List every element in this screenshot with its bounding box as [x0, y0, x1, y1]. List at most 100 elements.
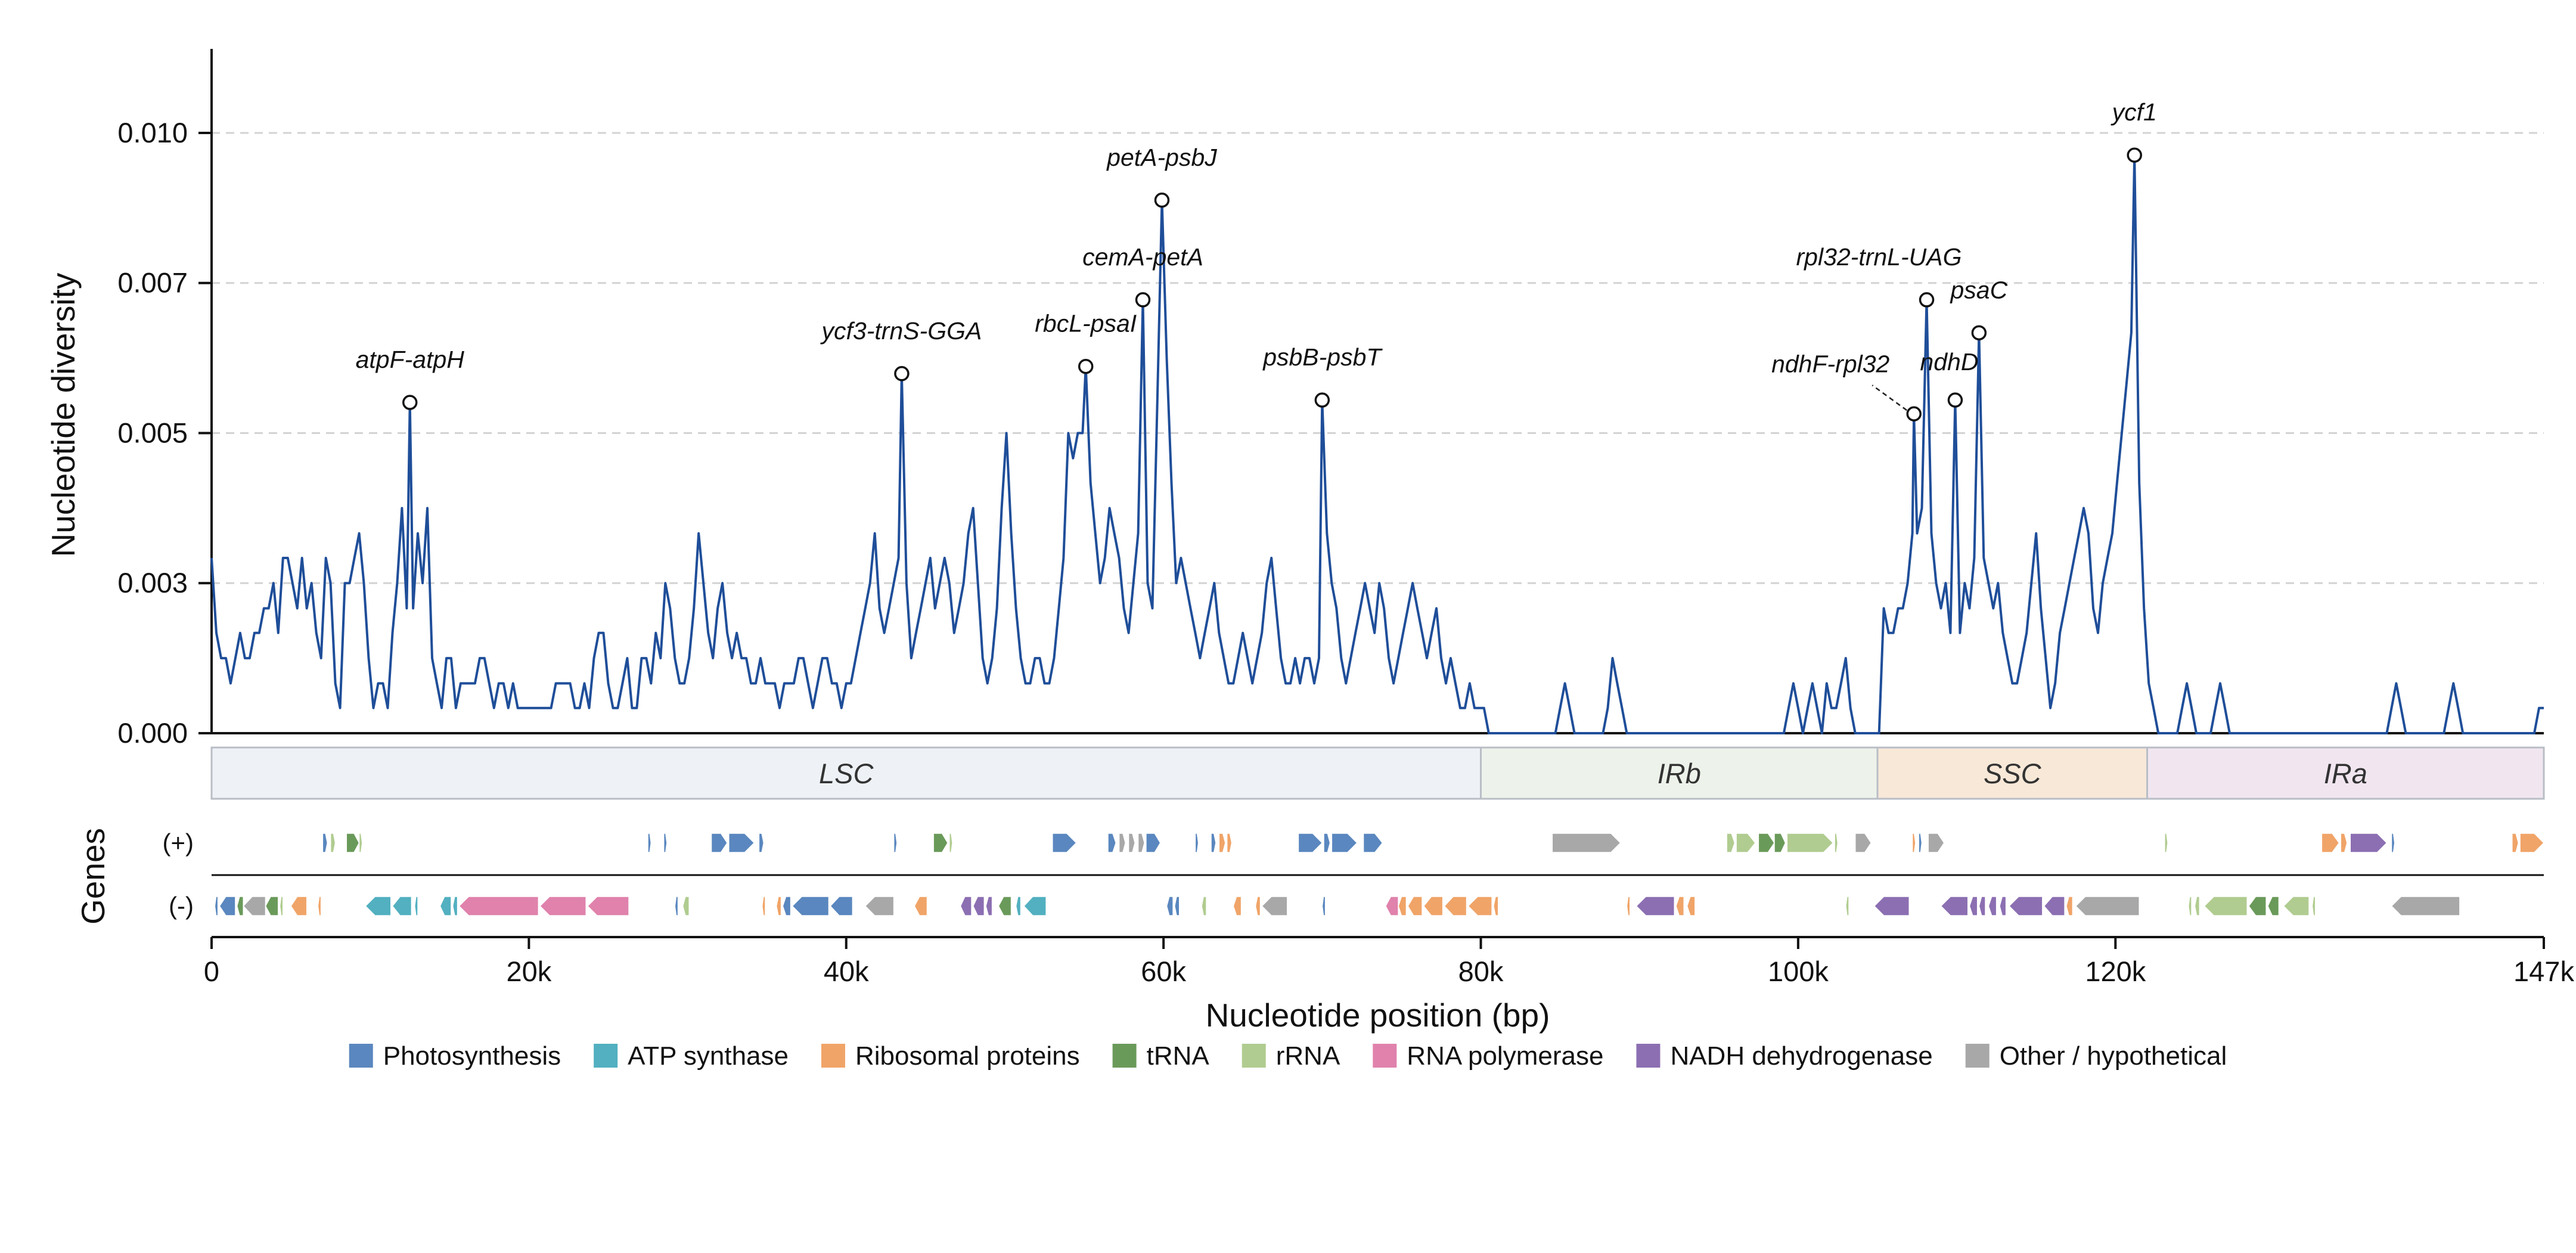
gene-block [1551, 833, 1621, 853]
peak-marker [1314, 392, 1330, 408]
gene-block [586, 896, 629, 916]
peak-marker [1154, 193, 1170, 208]
gene-block [219, 896, 236, 916]
peak-label: ycf1 [2111, 98, 2157, 126]
gene-block [1385, 896, 1399, 916]
gene-block [1834, 833, 1839, 853]
gene-block [458, 896, 539, 916]
gene-block [1323, 833, 1331, 853]
gene-block [1137, 833, 1145, 853]
peak-marker [1971, 325, 1987, 341]
gene-block [710, 833, 728, 853]
gene-block [1298, 833, 1323, 853]
gene-block [1194, 833, 1199, 853]
gene-block [1969, 896, 1978, 916]
peak-label: rpl32-trnL-UAG [1796, 243, 1962, 271]
gene-block [985, 896, 993, 916]
gene-block [2065, 896, 2074, 916]
gene-block [1146, 833, 1161, 853]
legend-swatch [1636, 1044, 1661, 1068]
peak-label: petA-psbJ [1106, 144, 1217, 171]
gene-block [1023, 896, 1047, 916]
gene-track: (+) (-) Genes [75, 828, 2545, 925]
peak-label: ycf3-trnS-GGA [820, 317, 982, 345]
gridlines [212, 132, 2544, 584]
gene-block [682, 896, 690, 916]
legend-label: Ribosomal proteins [855, 1041, 1080, 1071]
gene-block [893, 833, 898, 853]
region-band [1876, 746, 2149, 800]
gene-block [1107, 833, 1117, 853]
gene-block [2203, 896, 2248, 916]
gene-block [2350, 833, 2388, 853]
x-tick-label: 80k [1458, 956, 1504, 987]
region-band [2146, 746, 2545, 800]
gene-block [1873, 896, 1910, 916]
gene-block [1407, 896, 1423, 916]
gene-block [663, 833, 668, 853]
gene-block [2267, 896, 2280, 916]
peak-label: cemA-petA [1082, 243, 1203, 271]
gene-block [439, 896, 452, 916]
gene-block [290, 896, 308, 916]
legend-swatch [1242, 1044, 1266, 1068]
region-band [1480, 746, 1879, 800]
region-label: IRa [2324, 758, 2367, 789]
gene-block [1686, 896, 1696, 916]
gene-block [972, 896, 985, 916]
gene-block [864, 896, 895, 916]
peak-leader-line [1872, 384, 1907, 411]
gene-block [2187, 896, 2192, 916]
legend: Photosynthesis ATP synthase Ribosomal prot… [349, 1041, 2227, 1071]
x-axis-title: Nucleotide position (bp) [1206, 997, 1550, 1034]
gene-block [1845, 896, 1849, 916]
gene-block [1940, 896, 1969, 916]
gene-block [758, 833, 765, 853]
gene-block [1978, 896, 1986, 916]
region-band [210, 746, 1482, 800]
peak-marker [1947, 392, 1963, 408]
gene-block [214, 896, 219, 916]
gene-block [2391, 833, 2395, 853]
legend-label: RNA polymerase [1407, 1041, 1603, 1071]
gene-block [1493, 896, 1499, 916]
gene-block [1211, 833, 1216, 853]
legend-label: rRNA [1276, 1041, 1340, 1071]
gene-block [933, 833, 948, 853]
gene-block [2194, 896, 2201, 916]
gene-block [1786, 833, 1834, 853]
gene-block [1988, 896, 1997, 916]
gene-block [1736, 833, 1756, 853]
gene-block [2321, 833, 2340, 853]
plus-strand-label: (+) [163, 829, 194, 857]
legend-label: tRNA [1147, 1041, 1210, 1071]
legend-swatch [349, 1044, 373, 1068]
gene-block [1166, 896, 1174, 916]
gene-block [539, 896, 586, 916]
legend-swatch [821, 1044, 845, 1068]
gene-block [330, 833, 336, 853]
gene-block [1363, 833, 1383, 853]
legend-swatch [1965, 1044, 1990, 1068]
gene-block [2164, 833, 2168, 853]
gene-block [949, 833, 953, 853]
gene-block [452, 896, 458, 916]
gene-block [1635, 896, 1675, 916]
x-tick-label: 40k [824, 956, 869, 987]
diversity-series-line [210, 154, 2544, 734]
x-tick-label: 120k [2085, 956, 2146, 987]
gene-block [1423, 896, 1444, 916]
minus-strand-label: (-) [169, 892, 194, 920]
peak-marker [1919, 292, 1935, 308]
peak-label: psaC [1950, 276, 2008, 303]
gene-block [1201, 896, 1207, 916]
gene-block [1854, 833, 1872, 853]
peak-label: rbcL-psaI [1035, 310, 1137, 337]
gene-block [1261, 896, 1288, 916]
gene-block [728, 833, 755, 853]
gene-block [2283, 896, 2310, 916]
gene-block [782, 896, 792, 916]
gene-block [243, 896, 266, 916]
region-label: SSC [1984, 758, 2042, 789]
